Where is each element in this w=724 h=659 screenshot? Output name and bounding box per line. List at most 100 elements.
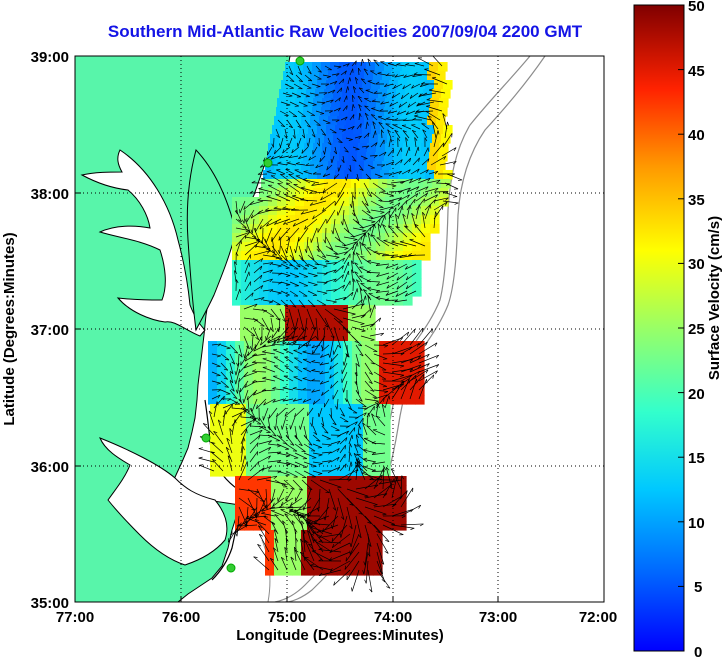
velocity-vector — [354, 271, 363, 283]
velocity-vector — [320, 380, 330, 385]
velocity-cell — [277, 269, 287, 279]
x-tick-label: 74:00 — [374, 609, 412, 626]
velocity-vector — [226, 437, 233, 454]
velocity-vector — [288, 173, 302, 184]
velocity-vector-head — [402, 130, 407, 133]
velocity-cell — [289, 395, 299, 405]
velocity-vector-head — [306, 521, 310, 525]
velocity-vector-head — [355, 434, 360, 438]
velocity-vector-head — [263, 401, 267, 406]
velocity-vector — [294, 357, 303, 364]
velocity-vector-head — [394, 129, 399, 133]
velocity-vector — [341, 371, 348, 383]
velocity-vector — [267, 443, 282, 446]
velocity-vector-head — [349, 525, 353, 530]
velocity-vector-head — [336, 467, 341, 471]
velocity-cell — [432, 179, 442, 189]
velocity-vector-head — [252, 391, 257, 396]
velocity-cell — [420, 152, 430, 162]
velocity-cell — [339, 305, 349, 315]
velocity-cell — [380, 170, 390, 180]
velocity-vector-head — [263, 310, 268, 313]
velocity-cell — [262, 341, 272, 351]
velocity-cell — [286, 242, 296, 252]
velocity-cell — [331, 278, 341, 288]
velocity-cell — [313, 278, 323, 288]
velocity-vector-head — [301, 305, 306, 308]
velocity-cell — [232, 224, 242, 234]
velocity-vector-head — [223, 396, 225, 401]
velocity-vector — [272, 388, 285, 391]
velocity-vector-head — [318, 539, 323, 543]
velocity-cell — [367, 296, 377, 306]
velocity-vector — [364, 542, 369, 566]
velocity-vector — [293, 547, 297, 562]
velocity-vector-head — [318, 454, 323, 457]
velocity-vector — [273, 375, 285, 382]
velocity-cell — [317, 80, 327, 90]
velocity-vector — [258, 188, 273, 193]
velocity-cell — [331, 296, 341, 306]
velocity-vector — [276, 434, 287, 445]
velocity-vector — [298, 155, 308, 159]
velocity-vector — [373, 524, 390, 542]
velocity-cell — [299, 170, 309, 180]
velocity-cell — [367, 287, 377, 297]
colorbar-tick-label: 15 — [688, 450, 705, 467]
velocity-vector — [400, 370, 420, 382]
velocity-vector-head — [278, 435, 283, 439]
velocity-vector-head — [392, 503, 397, 507]
velocity-vector — [418, 374, 435, 391]
velocity-vector — [376, 290, 390, 293]
velocity-vector-head — [353, 278, 356, 283]
velocity-vector — [307, 263, 318, 269]
velocity-cell — [412, 98, 422, 108]
velocity-cell — [280, 494, 290, 504]
velocity-vector-head — [225, 447, 230, 451]
colorbar-tick-label: 50 — [688, 0, 705, 15]
velocity-vector-head — [234, 261, 238, 266]
velocity-cell — [228, 467, 238, 477]
velocity-vector — [379, 215, 386, 229]
velocity-cell — [355, 530, 365, 540]
velocity-cell — [308, 125, 318, 135]
velocity-cell — [303, 305, 313, 315]
velocity-vector — [382, 478, 395, 499]
velocity-vector-head — [301, 134, 306, 139]
velocity-vector-head — [224, 386, 229, 388]
velocity-cell — [331, 287, 341, 297]
velocity-cell — [381, 449, 391, 459]
velocity-cell — [340, 206, 350, 216]
velocity-cell — [334, 503, 344, 513]
velocity-cell — [304, 242, 314, 252]
velocity-vector-head — [243, 205, 246, 210]
velocity-cell — [259, 260, 269, 270]
velocity-cell — [235, 377, 245, 387]
velocity-vector — [372, 461, 386, 465]
y-tick-label: 35:00 — [31, 595, 69, 612]
velocity-vector — [361, 218, 376, 223]
velocity-cell — [268, 215, 278, 225]
velocity-cell — [373, 161, 383, 171]
velocity-cell — [208, 395, 218, 405]
velocity-vector-head — [257, 210, 261, 215]
velocity-vector-head — [404, 265, 408, 270]
velocity-cell — [388, 395, 398, 405]
velocity-cell — [279, 134, 289, 144]
velocity-cell — [277, 188, 287, 198]
velocity-vector — [366, 280, 381, 283]
velocity-vector — [325, 278, 337, 283]
velocity-cell — [316, 485, 326, 495]
velocity-vector — [261, 317, 270, 331]
velocity-cell — [397, 521, 407, 531]
velocity-cell — [367, 260, 377, 270]
velocity-vector — [211, 362, 221, 367]
velocity-cell — [412, 260, 422, 270]
velocity-cell — [381, 413, 391, 423]
velocity-vector — [352, 209, 360, 224]
velocity-vector — [238, 389, 242, 403]
velocity-vector-head — [312, 104, 317, 106]
velocity-vector — [318, 407, 323, 418]
velocity-vector — [270, 155, 281, 160]
velocity-vector-head — [258, 435, 261, 440]
